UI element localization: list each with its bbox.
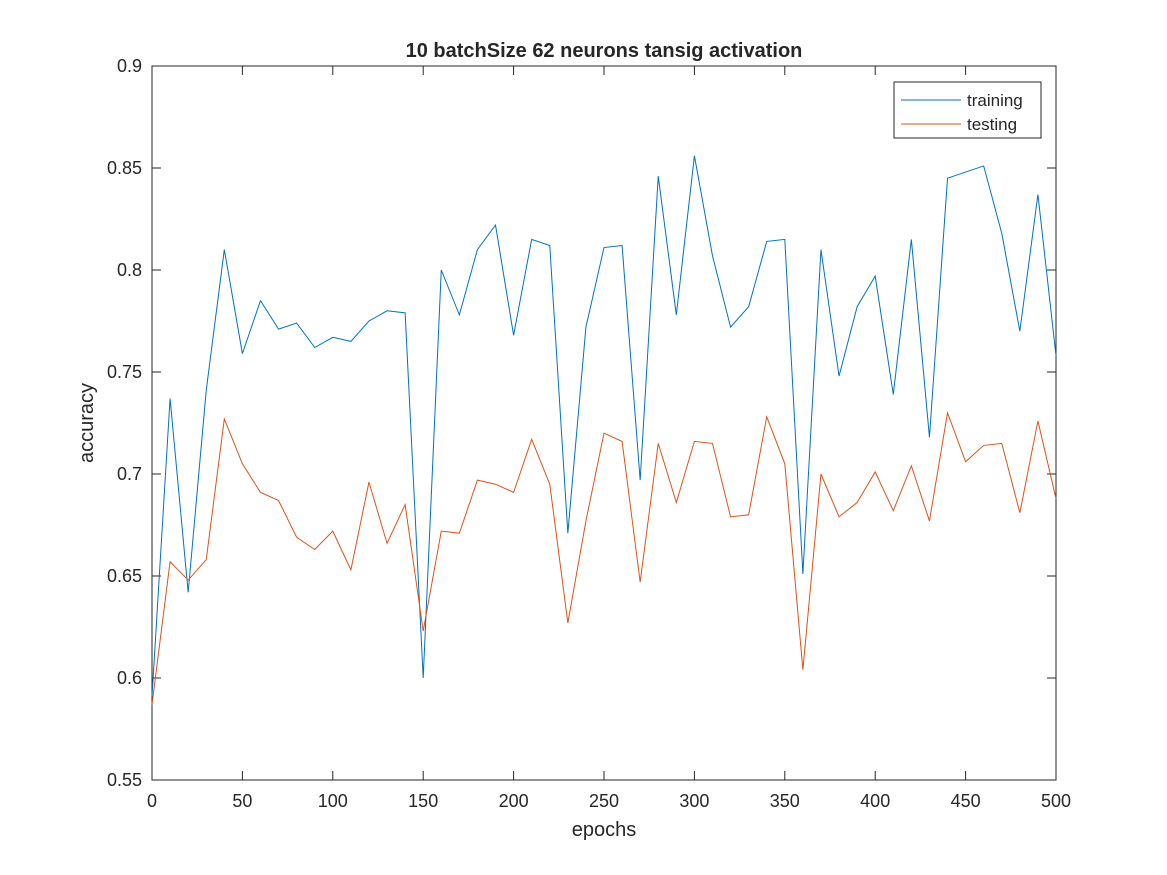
y-tick-label: 0.7 (117, 464, 142, 484)
y-tick-label: 0.9 (117, 56, 142, 76)
x-tick-label: 0 (147, 791, 157, 811)
y-axis-label: accuracy (76, 383, 98, 463)
y-tick-label: 0.75 (107, 362, 142, 382)
legend-label-testing: testing (967, 115, 1017, 134)
x-tick-label: 150 (408, 791, 438, 811)
chart-title: 10 batchSize 62 neurons tansig activatio… (406, 40, 803, 62)
x-tick-label: 200 (499, 791, 529, 811)
plot-area: 0 50 100 150 200 250 300 350 400 450 500 0.550.60.… (107, 56, 1071, 811)
x-axis-label: epochs (572, 819, 637, 841)
x-tick-label: 350 (770, 791, 800, 811)
x-tick-label: 450 (951, 791, 981, 811)
x-tick-label: 300 (679, 791, 709, 811)
y-tick-label: 0.85 (107, 158, 142, 178)
legend[interactable]: training testing (893, 81, 1042, 139)
series-lines (151, 155, 1057, 705)
legend-box (893, 81, 1042, 139)
x-tick-label: 500 (1041, 791, 1071, 811)
y-tick-label: 0.65 (107, 566, 142, 586)
x-tick-label: 250 (589, 791, 619, 811)
x-tick-label: 400 (860, 791, 890, 811)
series-line-testing (151, 410, 1057, 705)
y-tick-label: 0.6 (117, 668, 142, 688)
series-line-training (151, 155, 1057, 697)
legend-label-training: training (967, 91, 1023, 110)
y-tick-label: 0.8 (117, 260, 142, 280)
x-tick-label: 100 (318, 791, 348, 811)
x-tick-label: 50 (232, 791, 252, 811)
y-tick-label: 0.55 (107, 770, 142, 790)
y-axis: 0.55 0.6 0.65 0.7 0.75 0.8 0.85 0.9 (107, 56, 1056, 790)
axes-box (151, 65, 1057, 781)
x-axis: 0 50 100 150 200 250 300 350 400 450 500 (147, 66, 1071, 811)
